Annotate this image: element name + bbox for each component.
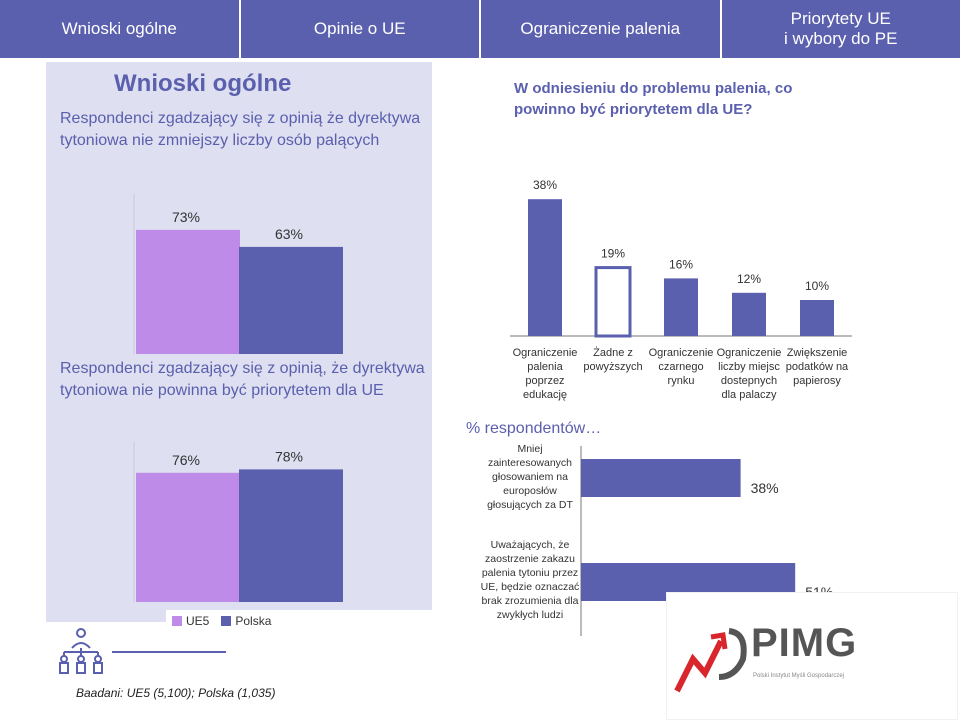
- logo-subtitle: Polski Instytut Myśli Gospodarczej: [753, 673, 845, 679]
- respondents-heading: % respondentów…: [466, 420, 602, 437]
- tab-ograniczenie-palenia[interactable]: Ograniczenie palenia: [481, 0, 720, 58]
- legend-swatch-polska: [221, 616, 232, 626]
- question-1-text: Respondenci zgadzający się z opinią że d…: [60, 110, 421, 149]
- tick-label: UE, będzie oznaczać: [481, 581, 580, 593]
- chart-dyrektywa-nie-zmniejszy: 73% 63%: [133, 194, 343, 354]
- data-label: 76%: [172, 452, 200, 468]
- tick-label: głosujących za DT: [487, 499, 573, 511]
- data-label: 16%: [669, 257, 693, 271]
- tick-label: brak zrozumienia dla: [482, 595, 579, 607]
- priorities-question: W odniesieniu do problemu palenia, co po…: [514, 80, 793, 118]
- bar-priority-0: [528, 199, 562, 336]
- pimg-logo: PIMG Polski Instytut Myśli Gospodarczej: [666, 592, 958, 720]
- panel-title: Wnioski ogólne: [114, 70, 292, 97]
- question-2-text: Respondenci zgadzający się z opinią, że …: [60, 360, 425, 399]
- tick-label: głosowaniem na: [492, 471, 568, 483]
- tick-label: dla palaczy: [721, 389, 777, 401]
- bar-priority-2: [664, 278, 698, 336]
- tick-label: palenia: [527, 361, 563, 373]
- footer-divider: [112, 651, 226, 653]
- tick-label: Ograniczenie: [513, 347, 578, 359]
- base-note: Baadani: UE5 (5,100); Polska (1,035): [76, 686, 276, 700]
- data-label: 12%: [737, 272, 761, 286]
- tick-label: Ograniczenie: [717, 347, 782, 359]
- tick-label: Zwiększenie: [787, 347, 848, 359]
- tick-label: poprzez: [525, 375, 564, 387]
- tick-label: europosłów: [503, 485, 557, 497]
- bar-priority-1: [594, 266, 632, 338]
- tick-label: dostepnych: [721, 375, 777, 387]
- tick-label: podatków na: [786, 361, 849, 373]
- data-label: 38%: [751, 480, 779, 496]
- bar-ue5: [136, 472, 240, 602]
- bar-priority-4: [800, 300, 834, 336]
- tick-label: liczby miejsc: [718, 361, 780, 373]
- tick-label: czarnego: [658, 361, 703, 373]
- tick-label: zwykłych ludzi: [497, 609, 564, 621]
- tick-label: Mniej: [517, 443, 542, 455]
- logo-text: PIMG: [751, 621, 858, 665]
- legend-label-polska: Polska: [235, 614, 272, 628]
- data-label: 78%: [275, 448, 303, 464]
- legend-item-ue5: UE5: [172, 614, 209, 628]
- bar-polska: [239, 246, 343, 354]
- summary-panel: Wnioski ogólne Respondenci zgadzający si…: [46, 62, 432, 622]
- tab-opinie-o-ue[interactable]: Opinie o UE: [240, 0, 479, 58]
- tick-label: edukację: [523, 389, 567, 401]
- data-label: 19%: [601, 247, 625, 261]
- tick-label: Uważających, że: [491, 539, 570, 551]
- data-label: 38%: [533, 178, 557, 192]
- tab-wnioski-ogolne[interactable]: Wnioski ogólne: [0, 0, 239, 58]
- legend-item-polska: Polska: [221, 614, 271, 628]
- bar-respondents-0: [581, 459, 741, 497]
- bar-priority-3: [732, 292, 766, 336]
- tick-label: palenia tytoniu przez: [482, 567, 578, 579]
- data-label: 10%: [805, 279, 829, 293]
- tab-bar: Wnioski ogólne Opinie o UE Ograniczenie …: [0, 0, 960, 58]
- tick-label: Żadne z: [593, 346, 633, 359]
- logo-mark-icon: [674, 628, 747, 693]
- chart-legend: UE5 Polska: [166, 610, 434, 632]
- bar-polska: [239, 469, 343, 602]
- data-label: 73%: [172, 209, 200, 225]
- tick-label: papierosy: [793, 375, 841, 387]
- tick-label: Ograniczenie: [649, 347, 714, 359]
- tick-label: zaostrzenie zakazu: [485, 553, 575, 565]
- tick-label: zainteresowanych: [488, 457, 572, 469]
- bar-ue5: [136, 229, 240, 354]
- legend-label-ue5: UE5: [186, 614, 210, 628]
- tick-label: powyższych: [583, 361, 642, 373]
- tab-priorytety-ue[interactable]: Priorytety UE i wybory do PE: [721, 0, 960, 58]
- people-icon: [56, 626, 106, 679]
- tick-label: rynku: [668, 375, 695, 387]
- chart-dyrektywa-nie-priorytetem: 76% 78%: [133, 442, 343, 602]
- legend-swatch-ue5: [172, 616, 182, 626]
- data-label: 63%: [275, 226, 303, 242]
